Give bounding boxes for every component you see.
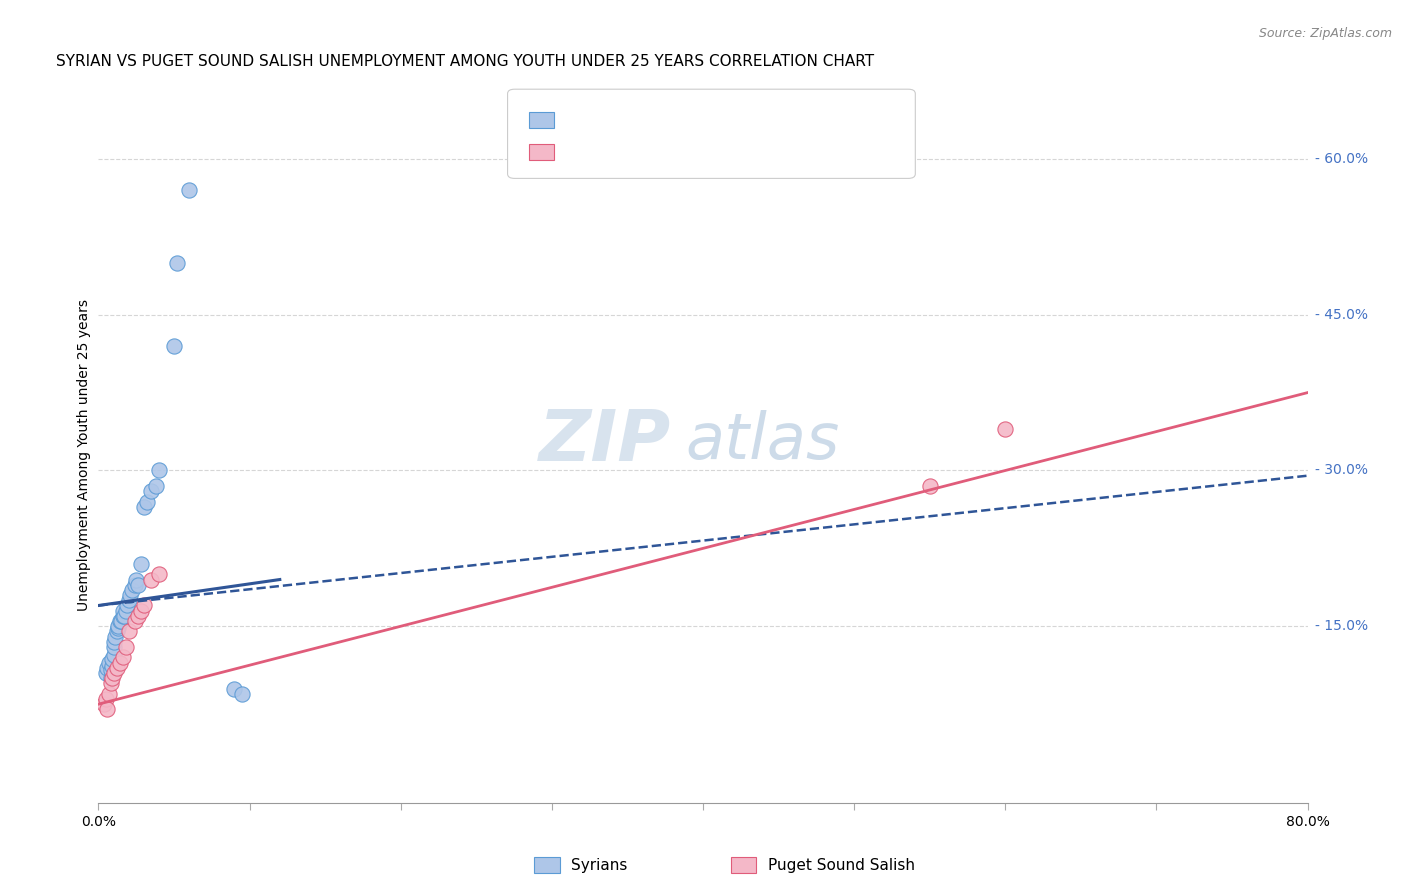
Text: R = 0.050   N = 38: R = 0.050 N = 38 <box>565 112 745 129</box>
Point <box>98 656 121 670</box>
Point <box>124 578 146 592</box>
Point <box>100 663 122 677</box>
Y-axis label: Unemployment Among Youth under 25 years: Unemployment Among Youth under 25 years <box>77 299 91 611</box>
Point <box>98 687 121 701</box>
Text: Source: ZipAtlas.com: Source: ZipAtlas.com <box>1258 27 1392 40</box>
Point <box>103 648 125 663</box>
Text: - 30.0%: - 30.0% <box>1315 464 1368 477</box>
Point <box>132 500 155 514</box>
Point <box>148 463 170 477</box>
Text: R =  0.791   N = 20: R = 0.791 N = 20 <box>565 143 755 161</box>
Point <box>104 630 127 644</box>
Point <box>105 624 128 639</box>
Point <box>108 656 131 670</box>
Point <box>224 681 246 696</box>
Point <box>100 676 122 690</box>
Point <box>115 599 138 613</box>
Point <box>107 621 129 635</box>
Text: Syrians: Syrians <box>571 858 627 872</box>
Point <box>118 593 141 607</box>
Point <box>105 661 128 675</box>
Text: SYRIAN VS PUGET SOUND SALISH UNEMPLOYMENT AMONG YOUTH UNDER 25 YEARS CORRELATION: SYRIAN VS PUGET SOUND SALISH UNEMPLOYMEN… <box>56 54 875 69</box>
Point <box>118 624 141 639</box>
Point <box>135 494 157 508</box>
Point <box>94 665 117 680</box>
Point <box>121 582 143 597</box>
Point <box>107 619 129 633</box>
Point <box>132 599 155 613</box>
Point <box>94 692 117 706</box>
Text: - 15.0%: - 15.0% <box>1315 619 1368 633</box>
Point <box>93 697 115 711</box>
Point <box>101 671 124 685</box>
Point <box>129 604 152 618</box>
Point <box>111 604 134 618</box>
Point <box>96 661 118 675</box>
Point <box>125 573 148 587</box>
Point <box>231 687 253 701</box>
Text: - 45.0%: - 45.0% <box>1315 308 1368 322</box>
Point <box>163 339 186 353</box>
Point <box>111 650 134 665</box>
Point <box>101 658 124 673</box>
Point <box>101 652 124 666</box>
Point <box>124 614 146 628</box>
Point <box>918 479 941 493</box>
Point <box>148 567 170 582</box>
Point <box>141 484 163 499</box>
Point <box>114 640 136 654</box>
Point <box>129 557 152 571</box>
Point <box>177 183 201 197</box>
Point <box>108 614 131 628</box>
Point <box>100 671 122 685</box>
Text: ZIP: ZIP <box>538 407 671 475</box>
Point <box>103 640 125 654</box>
Point <box>110 614 132 628</box>
Point <box>145 479 167 493</box>
Point <box>114 604 136 618</box>
Point <box>141 573 163 587</box>
Point <box>112 608 135 623</box>
Point <box>120 588 142 602</box>
Point <box>127 608 149 623</box>
Text: - 60.0%: - 60.0% <box>1315 152 1368 166</box>
Point <box>103 665 125 680</box>
Point <box>111 608 134 623</box>
Point <box>96 702 118 716</box>
Text: atlas: atlas <box>685 410 839 472</box>
Text: Puget Sound Salish: Puget Sound Salish <box>768 858 915 872</box>
Point <box>103 635 125 649</box>
Point <box>166 256 188 270</box>
Point <box>127 578 149 592</box>
Point <box>994 422 1017 436</box>
